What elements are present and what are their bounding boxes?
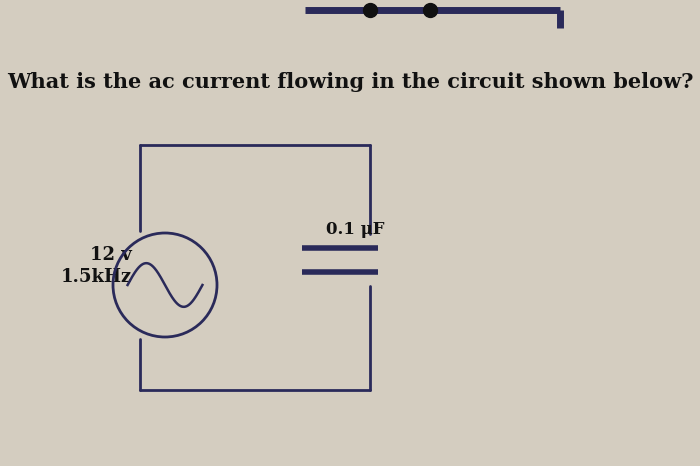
Text: 1.5kHz: 1.5kHz (61, 268, 132, 286)
Text: What is the ac current flowing in the circuit shown below?: What is the ac current flowing in the ci… (7, 72, 693, 92)
Text: 0.1 μF: 0.1 μF (326, 221, 384, 239)
Text: 12 v: 12 v (90, 246, 132, 264)
